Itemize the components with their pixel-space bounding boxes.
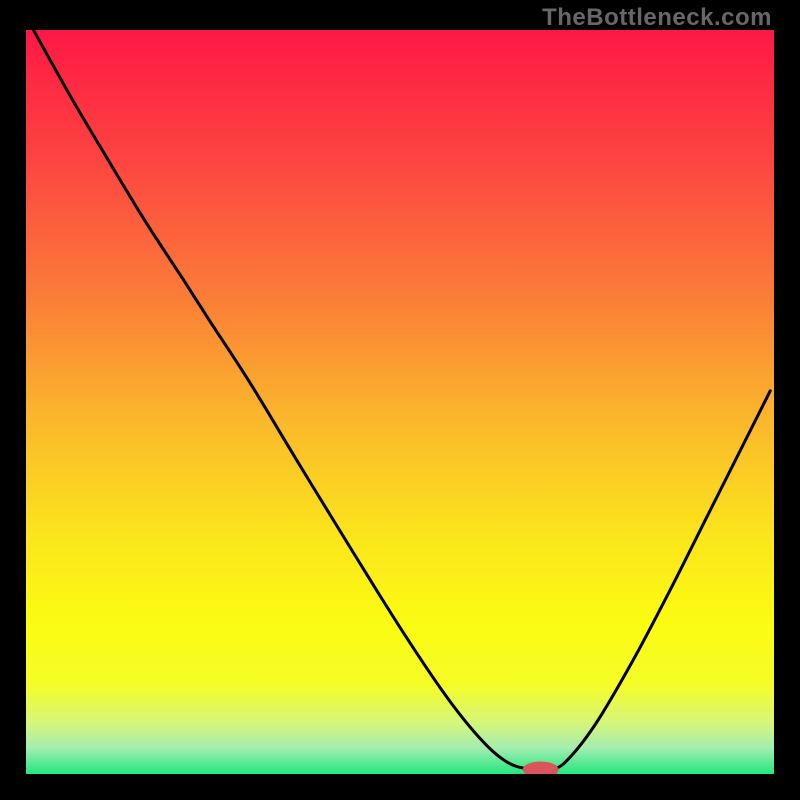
- optimum-marker: [523, 762, 559, 774]
- bottleneck-curve: [26, 30, 774, 774]
- plot-area: [26, 30, 774, 774]
- curve-segment: [33, 30, 549, 769]
- watermark-text: TheBottleneck.com: [542, 4, 772, 32]
- curve-segment: [550, 391, 771, 769]
